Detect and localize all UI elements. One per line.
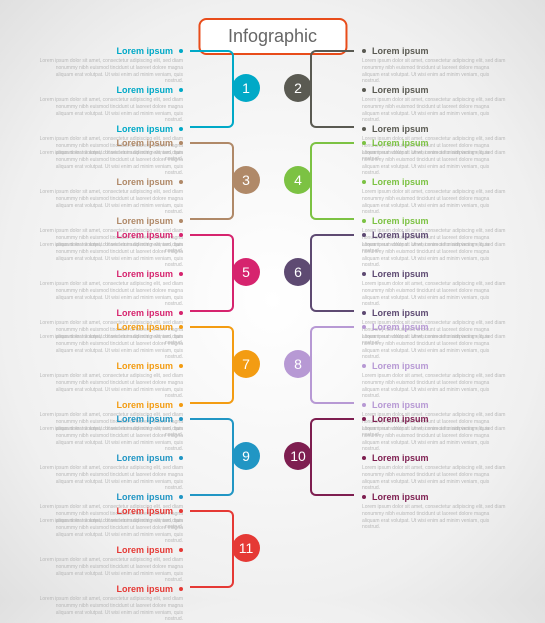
- step-circle-7: 7: [232, 350, 260, 378]
- heading: Lorem ipsum: [362, 124, 507, 134]
- step-circle-2: 2: [284, 74, 312, 102]
- heading: Lorem ipsum: [38, 46, 183, 56]
- body-text: Lorem ipsum dolor sit amet, consectetur …: [38, 334, 183, 361]
- bracket-3: [190, 142, 234, 220]
- body-text: Lorem ipsum dolor sit amet, consectetur …: [362, 465, 507, 492]
- body-text: Lorem ipsum dolor sit amet, consectetur …: [38, 58, 183, 85]
- body-text: Lorem ipsum dolor sit amet, consectetur …: [38, 97, 183, 124]
- body-text: Lorem ipsum dolor sit amet, consectetur …: [38, 557, 183, 584]
- heading: Lorem ipsum: [362, 414, 507, 424]
- heading: Lorem ipsum: [38, 492, 183, 502]
- heading: Lorem ipsum: [362, 138, 507, 148]
- body-text: Lorem ipsum dolor sit amet, consectetur …: [362, 281, 507, 308]
- body-text: Lorem ipsum dolor sit amet, consectetur …: [362, 426, 507, 453]
- step-circle-3: 3: [232, 166, 260, 194]
- heading: Lorem ipsum: [362, 216, 507, 226]
- body-text: Lorem ipsum dolor sit amet, consectetur …: [362, 373, 507, 400]
- body-text: Lorem ipsum dolor sit amet, consectetur …: [38, 596, 183, 623]
- heading: Lorem ipsum: [362, 400, 507, 410]
- bracket-9: [190, 418, 234, 496]
- bracket-4: [310, 142, 354, 220]
- heading: Lorem ipsum: [38, 124, 183, 134]
- heading: Lorem ipsum: [38, 361, 183, 371]
- heading: Lorem ipsum: [362, 492, 507, 502]
- bracket-10: [310, 418, 354, 496]
- body-text: Lorem ipsum dolor sit amet, consectetur …: [38, 189, 183, 216]
- heading: Lorem ipsum: [38, 230, 183, 240]
- body-text: Lorem ipsum dolor sit amet, consectetur …: [362, 97, 507, 124]
- body-text: Lorem ipsum dolor sit amet, consectetur …: [38, 465, 183, 492]
- title-text: Infographic: [228, 26, 317, 46]
- heading: Lorem ipsum: [362, 361, 507, 371]
- body-text: Lorem ipsum dolor sit amet, consectetur …: [38, 373, 183, 400]
- body-text: Lorem ipsum dolor sit amet, consectetur …: [38, 242, 183, 269]
- heading: Lorem ipsum: [362, 85, 507, 95]
- bracket-1: [190, 50, 234, 128]
- body-text: Lorem ipsum dolor sit amet, consectetur …: [38, 150, 183, 177]
- bracket-6: [310, 234, 354, 312]
- bracket-11: [190, 510, 234, 588]
- step-circle-10: 10: [284, 442, 312, 470]
- heading: Lorem ipsum: [362, 177, 507, 187]
- step-circle-8: 8: [284, 350, 312, 378]
- body-text: Lorem ipsum dolor sit amet, consectetur …: [362, 189, 507, 216]
- heading: Lorem ipsum: [362, 453, 507, 463]
- step-circle-5: 5: [232, 258, 260, 286]
- heading: Lorem ipsum: [38, 414, 183, 424]
- step-circle-4: 4: [284, 166, 312, 194]
- heading: Lorem ipsum: [362, 322, 507, 332]
- body-text: Lorem ipsum dolor sit amet, consectetur …: [38, 518, 183, 545]
- bracket-2: [310, 50, 354, 128]
- heading: Lorem ipsum: [362, 308, 507, 318]
- body-text: Lorem ipsum dolor sit amet, consectetur …: [362, 334, 507, 361]
- heading: Lorem ipsum: [38, 269, 183, 279]
- heading: Lorem ipsum: [38, 216, 183, 226]
- bracket-7: [190, 326, 234, 404]
- bracket-5: [190, 234, 234, 312]
- heading: Lorem ipsum: [38, 453, 183, 463]
- heading: Lorem ipsum: [38, 400, 183, 410]
- heading: Lorem ipsum: [38, 584, 183, 594]
- heading: Lorem ipsum: [38, 545, 183, 555]
- step-circle-6: 6: [284, 258, 312, 286]
- body-text: Lorem ipsum dolor sit amet, consectetur …: [38, 281, 183, 308]
- heading: Lorem ipsum: [362, 269, 507, 279]
- text-block-10: Lorem ipsumLorem ipsum dolor sit amet, c…: [362, 414, 507, 531]
- step-circle-11: 11: [232, 534, 260, 562]
- heading: Lorem ipsum: [38, 506, 183, 516]
- heading: Lorem ipsum: [38, 85, 183, 95]
- body-text: Lorem ipsum dolor sit amet, consectetur …: [38, 426, 183, 453]
- heading: Lorem ipsum: [362, 230, 507, 240]
- body-text: Lorem ipsum dolor sit amet, consectetur …: [362, 58, 507, 85]
- heading: Lorem ipsum: [38, 322, 183, 332]
- heading: Lorem ipsum: [38, 138, 183, 148]
- body-text: Lorem ipsum dolor sit amet, consectetur …: [362, 150, 507, 177]
- step-circle-9: 9: [232, 442, 260, 470]
- heading: Lorem ipsum: [38, 177, 183, 187]
- heading: Lorem ipsum: [362, 46, 507, 56]
- body-text: Lorem ipsum dolor sit amet, consectetur …: [362, 242, 507, 269]
- bracket-8: [310, 326, 354, 404]
- step-circle-1: 1: [232, 74, 260, 102]
- text-block-11: Lorem ipsumLorem ipsum dolor sit amet, c…: [38, 506, 183, 623]
- heading: Lorem ipsum: [38, 308, 183, 318]
- body-text: Lorem ipsum dolor sit amet, consectetur …: [362, 504, 507, 531]
